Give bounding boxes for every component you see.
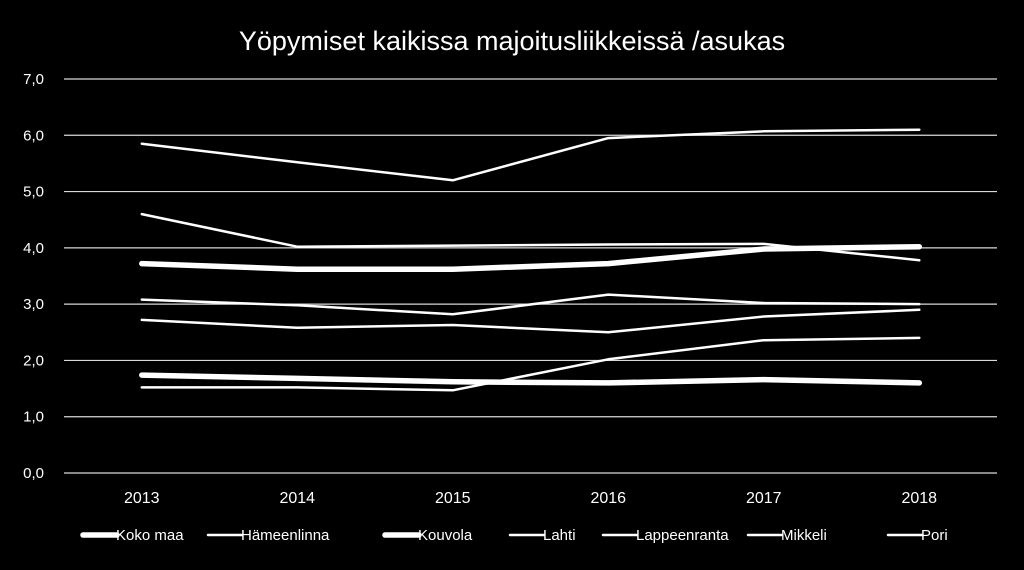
gridlines — [64, 78, 997, 474]
series-line-lahti — [140, 336, 921, 392]
chart-title: Yöpymiset kaikissa majoitusliikkeissä /a… — [239, 26, 785, 56]
series-line-hämeenlinna — [140, 293, 921, 316]
y-tick-label: 1,0 — [23, 409, 44, 426]
x-tick-label: 2016 — [590, 490, 626, 507]
legend-label-lahti: Lahti — [543, 527, 576, 544]
series-lines — [139, 128, 923, 392]
series-line-lappeenranta — [140, 308, 921, 334]
y-tick-label: 6,0 — [23, 127, 44, 144]
legend-label-koko-maa: Koko maa — [116, 527, 184, 544]
series-line-koko-maa — [139, 243, 923, 272]
series-line-mikkeli — [140, 212, 921, 262]
legend-label-pori: Pori — [921, 527, 948, 544]
legend: Koko maa Hämeenlinna Kouvola Lahti Lappeenra… — [80, 527, 948, 544]
x-tick-label: 2014 — [279, 490, 315, 507]
y-tick-label: 2,0 — [23, 352, 44, 369]
legend-label-mikkeli: Mikkeli — [781, 527, 827, 544]
x-tick-label: 2018 — [901, 490, 937, 507]
series-line-kouvola — [139, 372, 923, 386]
legend-label-kouvola: Kouvola — [418, 527, 473, 544]
y-tick-label: 5,0 — [23, 184, 44, 201]
x-tick-label: 2015 — [435, 490, 471, 507]
series-line-pori — [140, 128, 921, 182]
legend-label-lappeenranta: Lappeenranta — [636, 527, 729, 544]
x-tick-label: 2013 — [124, 490, 160, 507]
y-tick-label: 0,0 — [23, 465, 44, 482]
legend-label-hämeenlinna: Hämeenlinna — [241, 527, 330, 544]
y-tick-label: 4,0 — [23, 240, 44, 257]
x-tick-label: 2017 — [746, 490, 782, 507]
y-axis-ticks: 0,0 1,0 2,0 3,0 4,0 5,0 6,0 7,0 — [23, 71, 44, 482]
x-axis-ticks: 2013 2014 2015 2016 2017 2018 — [124, 490, 937, 507]
y-tick-label: 3,0 — [23, 296, 44, 313]
y-tick-label: 7,0 — [23, 71, 44, 88]
